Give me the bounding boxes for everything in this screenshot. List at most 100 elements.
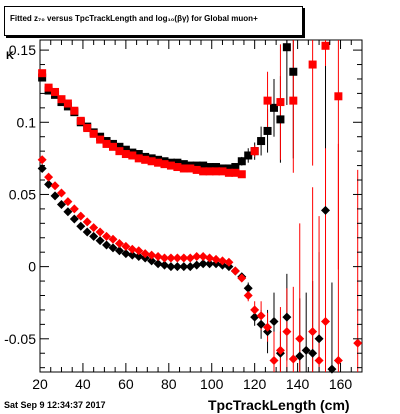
square-marker	[70, 106, 79, 115]
diamond-marker	[160, 260, 170, 270]
square-marker	[237, 170, 246, 179]
square-marker	[96, 135, 105, 144]
x-tick-label: 40	[75, 376, 91, 392]
diamond-marker	[198, 259, 208, 269]
square-marker	[244, 151, 253, 160]
diamond-marker	[121, 249, 131, 259]
diamond-marker	[102, 240, 112, 250]
square-marker	[269, 103, 278, 112]
x-tick-label: 80	[161, 376, 177, 392]
square-marker	[57, 95, 66, 104]
diamond-marker	[237, 273, 247, 283]
diamond-marker	[127, 250, 137, 260]
error-bars	[234, 40, 359, 372]
diamond-marker	[321, 316, 331, 326]
diamond-marker	[230, 266, 240, 276]
diamond-marker	[205, 259, 215, 269]
diamond-marker	[114, 246, 124, 256]
diamond-marker	[192, 252, 202, 262]
square-marker	[276, 115, 285, 124]
diamond-marker	[321, 205, 331, 215]
square-marker	[179, 164, 188, 173]
timestamp: Sat Sep 9 12:34:37 2017	[4, 400, 106, 410]
y-tick-label: 0	[28, 259, 36, 275]
square-marker	[192, 161, 201, 170]
square-marker	[205, 163, 214, 172]
diamond-marker	[95, 236, 105, 246]
diamond-marker	[243, 283, 253, 293]
square-marker	[321, 41, 330, 50]
diamond-marker	[179, 262, 189, 272]
diamond-marker	[217, 256, 227, 266]
y-tick-label: 0.15	[9, 42, 36, 58]
diamond-marker	[166, 253, 176, 263]
diamond-marker	[37, 155, 47, 165]
diamond-marker	[192, 260, 202, 270]
diamond-marker	[76, 211, 86, 221]
square-marker	[212, 167, 221, 176]
square-marker	[224, 168, 233, 177]
square-marker	[263, 96, 272, 105]
diamond-marker	[288, 354, 298, 364]
square-marker	[173, 163, 182, 172]
diamond-marker	[275, 345, 285, 355]
diamond-marker	[172, 253, 182, 263]
diamond-marker	[256, 319, 266, 329]
square-marker	[154, 158, 163, 167]
y-tick-label: 0.1	[17, 114, 37, 130]
diamond-marker	[147, 250, 157, 260]
square-marker	[76, 116, 85, 125]
square-marker	[121, 150, 130, 159]
diamond-marker	[314, 334, 324, 344]
diamond-marker	[108, 243, 118, 253]
x-tick-label: 60	[118, 376, 134, 392]
diamond-marker	[147, 256, 157, 266]
diamond-marker	[134, 246, 144, 256]
square-marker	[276, 98, 285, 107]
square-marker	[218, 167, 227, 176]
title-box: Fitted z₇₀ versus TpcTrackLength and log…	[4, 6, 303, 36]
diamond-marker	[166, 262, 176, 272]
diamond-marker	[263, 322, 273, 332]
diamond-marker	[295, 334, 305, 344]
diamond-marker	[333, 355, 343, 365]
diamond-marker	[198, 252, 208, 262]
diamond-marker	[308, 327, 318, 337]
diamond-marker	[295, 351, 305, 361]
square-marker	[108, 142, 117, 151]
square-marker	[334, 92, 343, 101]
diamond-marker	[63, 197, 73, 207]
diamond-marker	[153, 259, 163, 269]
square-marker	[121, 145, 130, 154]
diamond-marker	[89, 231, 99, 241]
diamond-marker	[185, 262, 195, 272]
diamond-marker	[301, 345, 311, 355]
square-marker	[134, 154, 143, 163]
diamond-marker	[82, 227, 92, 237]
diamond-marker	[76, 221, 86, 231]
diamond-marker	[134, 252, 144, 262]
diamond-marker	[89, 223, 99, 233]
square-marker	[166, 161, 175, 170]
diamond-marker	[160, 253, 170, 263]
square-marker	[44, 83, 53, 92]
diamond-marker	[63, 207, 73, 217]
diamond-marker	[69, 214, 79, 224]
square-marker	[89, 129, 98, 138]
diamond-marker	[269, 355, 279, 365]
square-marker	[63, 99, 72, 108]
square-marker	[179, 160, 188, 169]
square-marker	[231, 163, 240, 172]
square-marker	[308, 60, 317, 69]
x-axis-label: TpcTrackLength (cm)	[208, 397, 350, 413]
y-tick-label: -0.05	[4, 331, 36, 347]
diamond-marker	[114, 239, 124, 249]
square-marker	[115, 142, 124, 151]
x-tick-label: 100	[200, 376, 224, 392]
square-marker	[289, 96, 298, 105]
square-marker	[224, 164, 233, 173]
square-marker	[134, 150, 143, 159]
square-marker	[51, 87, 60, 96]
square-marker	[231, 168, 240, 177]
